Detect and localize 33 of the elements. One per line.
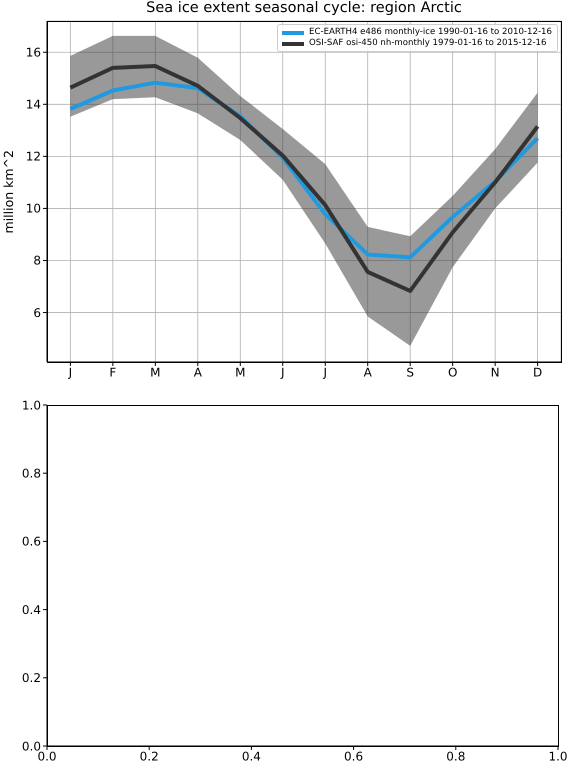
x-tick-label: 0.6 [344, 750, 364, 764]
y-axis-title: million km^2 [0, 150, 16, 234]
x-tick-label: 0.2 [140, 750, 159, 764]
x-tick-label: A [364, 366, 373, 380]
x-tick-label: M [235, 366, 246, 380]
x-tick-label: J [322, 366, 328, 380]
y-tick-label: 0.4 [22, 602, 41, 617]
y-tick-label: 14 [26, 98, 41, 112]
y-tick-label: 16 [26, 45, 41, 60]
legend-label: OSI-SAF osi-450 nh-monthly 1979-01-16 to 2015-12-16 [309, 38, 546, 49]
x-tick-label: A [194, 366, 203, 380]
x-tick-label: 0.4 [242, 750, 261, 764]
x-tick-label: S [406, 366, 414, 380]
y-tick-label: 0.2 [22, 671, 41, 686]
y-tick-label: 0.8 [22, 466, 41, 480]
x-tick-label: M [150, 366, 160, 380]
y-tick-label: 8 [33, 254, 41, 268]
y-tick-label: 1.0 [22, 398, 41, 412]
x-tick-label: F [109, 366, 116, 380]
line-series [68, 64, 540, 293]
x-tick-label: D [533, 366, 542, 380]
x-tick-label: O [448, 366, 458, 380]
y-tick-label: 0.6 [22, 534, 41, 549]
x-tick-label: N [490, 366, 500, 380]
x-tick-label: 0.8 [446, 750, 466, 764]
y-tick-label: 6 [33, 306, 41, 320]
y-tick-label: 12 [26, 150, 41, 164]
x-tick-label: 1.0 [548, 750, 568, 764]
legend-label: EC-EARTH4 e486 monthly-ice 1990-01-16 to 2010-12-16 [309, 27, 552, 38]
y-tick-label: 10 [26, 202, 41, 216]
chart-title: Sea ice extent seasonal cycle: region Arctic [146, 0, 462, 16]
x-tick-label: J [68, 366, 72, 380]
x-tick-label: J [280, 366, 285, 380]
